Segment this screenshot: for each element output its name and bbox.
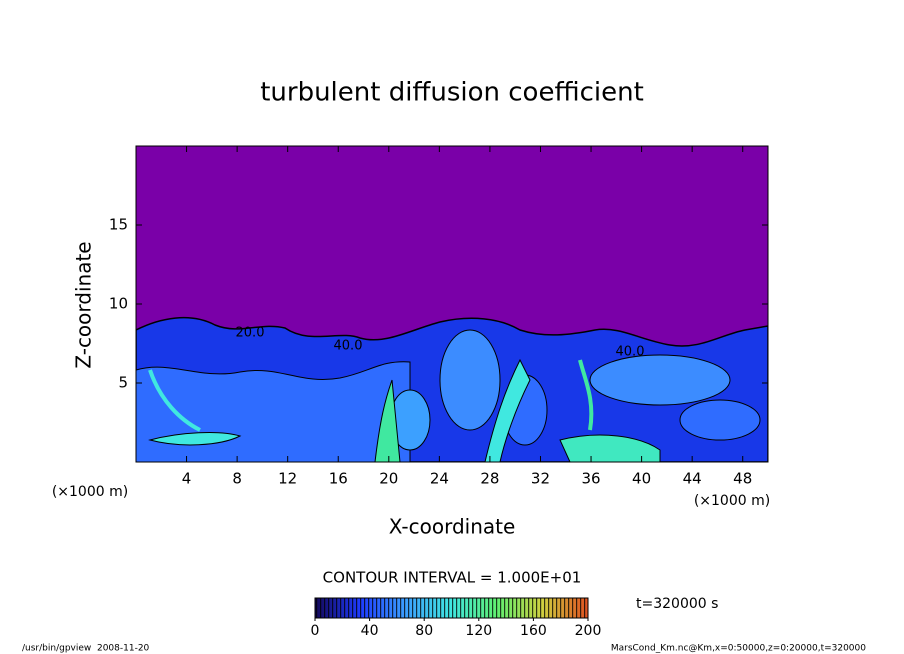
contour-interval: CONTOUR INTERVAL = 1.000E+01 [323,569,582,587]
y-axis-label: Z-coordinate [72,241,96,368]
x-tick-label: 48 [733,470,752,488]
colorbar-tick-label: 160 [520,623,547,639]
time-label: t=320000 s [636,596,718,612]
x-tick-label: 8 [232,470,242,488]
colorbar-lines [314,597,589,619]
x-tick-label: 4 [182,470,192,488]
field-blob [484,358,531,462]
x-tick-label: 16 [329,470,348,488]
contour-field [136,146,768,462]
contour-label: 40.0 [334,339,363,354]
x-tick-label: 20 [379,470,398,488]
x-tick-label: 32 [531,470,550,488]
contour-label: 40.0 [616,345,645,360]
colorbar-tick-label: 200 [575,623,602,639]
x-tick-label: 12 [278,470,297,488]
x-tick-label: 28 [480,470,499,488]
field-blob [559,434,661,462]
y-unit: (×1000 m) [52,484,128,500]
footer-right: MarsCond_Km.nc@Km,x=0:50000,z=0:20000,t=… [611,644,866,654]
x-axis-label: X-coordinate [389,515,516,539]
x-tick-label: 44 [683,470,702,488]
x-tick-label: 36 [581,470,600,488]
field-blob [439,329,501,431]
y-tick-label: 15 [109,216,128,234]
x-tick-label: 40 [632,470,651,488]
field-blob [374,379,401,462]
footer-left: /usr/bin/gpview 2008-11-20 [22,644,150,654]
colorbar-tick-label: 0 [311,623,320,639]
x-unit: (×1000 m) [694,493,770,509]
contour-label: 20.0 [236,326,265,341]
y-tick-label: 5 [118,374,128,392]
field-blob [148,432,242,446]
chart-title: turbulent diffusion coefficient [260,78,644,108]
field-streak [578,359,594,431]
y-tick-label: 10 [109,295,128,313]
field-blob [679,399,761,441]
x-tick-label: 24 [430,470,449,488]
field-streak [148,369,201,432]
colorbar-tick-label: 40 [361,623,379,639]
colorbar-tick-label: 120 [465,623,492,639]
colorbar-tick-label: 80 [415,623,433,639]
field-blob [589,354,731,406]
